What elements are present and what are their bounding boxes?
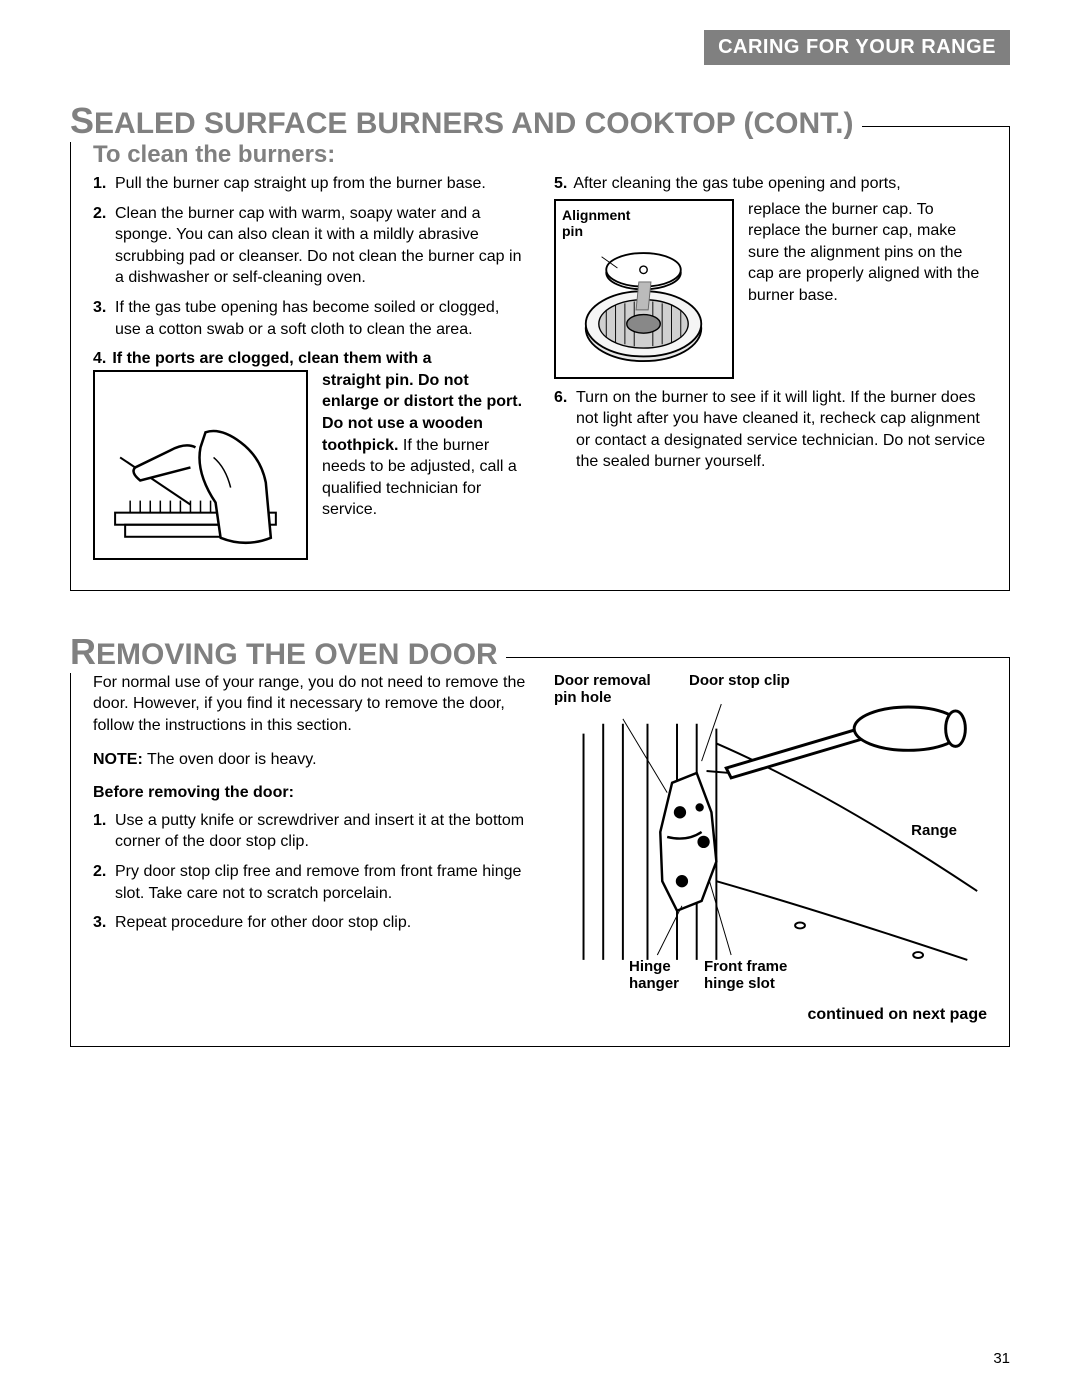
section2-title: REMOVING THE OVEN DOOR [70,631,506,673]
continued-text: continued on next page [93,1006,987,1024]
label-front-frame: Front frame hinge slot [704,958,804,992]
step5-intro: 5.After cleaning the gas tube opening an… [554,173,987,195]
step-1: 1.Pull the burner cap straight up from t… [93,173,526,195]
door-step-2: 2.Pry door stop clip free and remove fro… [93,861,526,904]
step4-num: 4. [93,350,106,367]
step-2: 2.Clean the burner cap with warm, soapy … [93,203,526,289]
title-rest: EALED SURFACE BURNERS AND COOKTOP (CONT.… [94,107,854,140]
pin-cleaning-illustration [95,372,306,558]
title2-rest: EMOVING THE OVEN DOOR [96,638,498,671]
section1-subheading: To clean the burners: [93,141,987,169]
section1-left-col: 1.Pull the burner cap straight up from t… [93,173,526,568]
alignment-figure: Alignment pin [554,199,734,379]
page-number: 31 [993,1350,1010,1367]
door-step-3: 3.Repeat procedure for other door stop c… [93,912,526,934]
door-step-1: 1.Use a putty knife or screwdriver and i… [93,810,526,853]
section1-box: To clean the burners: 1.Pull the burner … [70,126,1010,591]
step4-text: straight pin. Do not enlarge or distort … [322,370,526,560]
before-label: Before removing the door: [93,782,526,804]
ports-figure [93,370,308,560]
step-6: 6.Turn on the burner to see if it will l… [554,387,987,473]
fig-label-alignment: Alignment pin [562,207,630,241]
step5-text: replace the burner cap. To replace the b… [748,199,987,379]
section2-box: For normal use of your range, you do not… [70,657,1010,1047]
door-diagram: Door removal pin hole Door stop clip Ran… [554,672,987,992]
section1-right-col: 5.After cleaning the gas tube opening an… [554,173,987,568]
page-header: CARING FOR YOUR RANGE [704,30,1010,65]
label-door-removal: Door removal pin hole [554,672,664,706]
title2-cap: R [70,631,96,672]
label-hinge-hanger: Hinge hanger [629,958,689,992]
label-door-stop: Door stop clip [689,672,790,689]
title-cap: S [70,100,94,141]
burner-cap-illustration [569,240,718,370]
section1-title: SEALED SURFACE BURNERS AND COOKTOP (CONT… [70,100,862,142]
label-range: Range [911,822,957,839]
step4-bold-start: If the ports are clogged, clean them wit… [112,350,431,367]
step-3: 3.If the gas tube opening has become soi… [93,297,526,340]
section2-note: NOTE: The oven door is heavy. [93,749,526,771]
step-4: 4. If the ports are clogged, clean them w… [93,348,526,370]
section2-left-col: For normal use of your range, you do not… [93,672,526,992]
section2-intro: For normal use of your range, you do not… [93,672,526,737]
